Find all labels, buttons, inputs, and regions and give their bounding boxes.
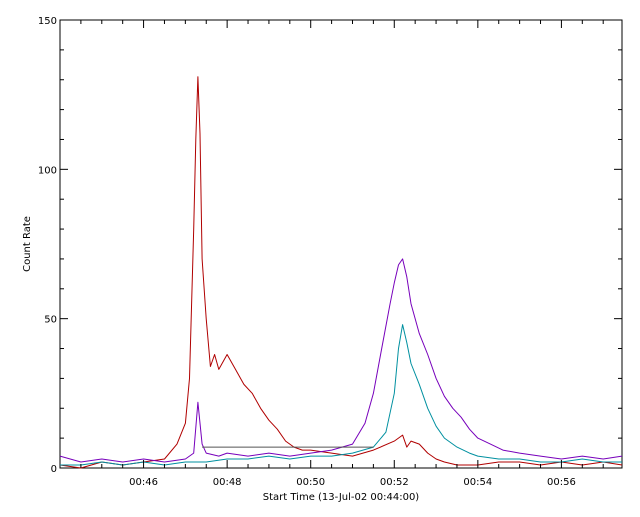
x-tick-label: 00:52 (380, 477, 409, 488)
x-tick-label: 00:54 (463, 477, 492, 488)
y-tick-label: 50 (44, 315, 57, 326)
x-tick-label: 00:46 (129, 477, 158, 488)
y-tick-label: 0 (51, 464, 57, 475)
series-line-2 (59, 258, 623, 463)
y-tick-label: 150 (38, 16, 57, 27)
x-tick-label: 00:48 (213, 477, 242, 488)
y-axis-ticks: 0 50 100 150 (38, 16, 622, 475)
x-tick-label: 00:56 (547, 477, 576, 488)
y-tick-label: 100 (38, 165, 57, 176)
series-layer (59, 76, 623, 469)
series-line-3 (60, 324, 622, 466)
y-axis-label: Count Rate (22, 216, 33, 272)
plot-frame (59, 19, 623, 469)
x-axis-label: Start Time (13-Jul-02 00:44:00) (263, 492, 420, 503)
x-axis-ticks: 00:46 00:48 00:50 00:52 00:54 00:56 (80, 20, 604, 488)
x-tick-label: 00:50 (296, 477, 325, 488)
series-line-1 (59, 76, 623, 469)
